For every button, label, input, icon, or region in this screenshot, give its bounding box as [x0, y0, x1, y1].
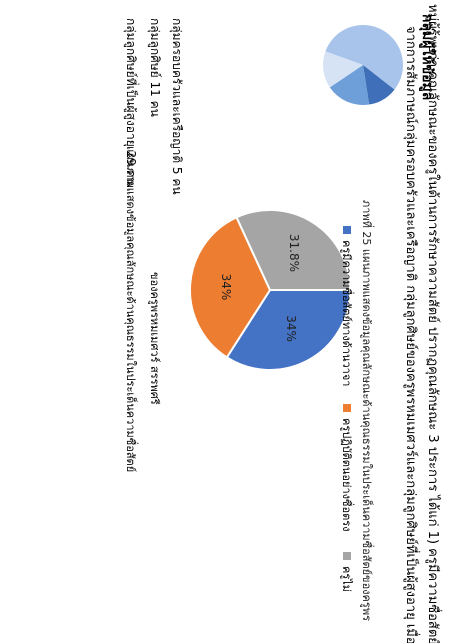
chart-title: แผนภาพแสดงข้อมูลคุณลักษณะด้านคุณธรรมในปร… — [124, 146, 137, 473]
honesty-pie-chart: 34% 34% 31.8% — [189, 209, 352, 371]
pie-data-label: 34% — [219, 274, 233, 301]
thumbnail-pie-slice — [325, 25, 403, 90]
legend-swatch — [343, 552, 351, 560]
thumbnail-pie-chart — [323, 25, 403, 105]
pie-slice — [235, 209, 352, 291]
legend-item: ครูมีความซื่อสัตย์ทางด้านวาจา — [338, 226, 356, 386]
informant-group-item: กลุ่มครอบครัวและเครือญาติ 5 คน — [170, 18, 184, 195]
legend-item: ครูไม่ — [338, 552, 356, 592]
legend-swatch — [343, 404, 351, 412]
pie-slice — [189, 215, 272, 359]
legend-item: ครูปฏิบัติตนอย่างซื่อตรง — [338, 404, 356, 532]
legend-label: ครูไม่ — [340, 566, 353, 593]
thumbnail-pie-slice — [329, 65, 370, 105]
pie-data-label: 31.8% — [287, 234, 301, 272]
body-text-line: จากการสัมภาษณ์กลุ่มครอบครัวและเครือญาติ … — [403, 26, 418, 643]
informant-group-item: กลุ่มลูกศิษย์ 11 คน — [148, 18, 162, 117]
legend-label: ครูปฏิบัติตนอย่างซื่อตรง — [340, 418, 353, 532]
body-text-line: หมู่ผู้รู้พบว่า คุณลักษณะของครูในด้านการ… — [425, 4, 440, 643]
thumbnail-pie-slice — [323, 51, 363, 88]
chart-subtitle: ของครูพรหมเมศวร์ สรรพศรี — [148, 272, 161, 405]
pie-data-label: 34% — [284, 315, 298, 342]
thumbnail-pie-slice — [363, 65, 395, 105]
legend-label: ครูมีความซื่อสัตย์ทางด้านวาจา — [340, 240, 353, 387]
legend-swatch — [343, 226, 351, 234]
figure-caption: ภาพที่ 25 แผนภาพแสดงข้อมูลคุณลักษณะด้านค… — [360, 200, 373, 621]
